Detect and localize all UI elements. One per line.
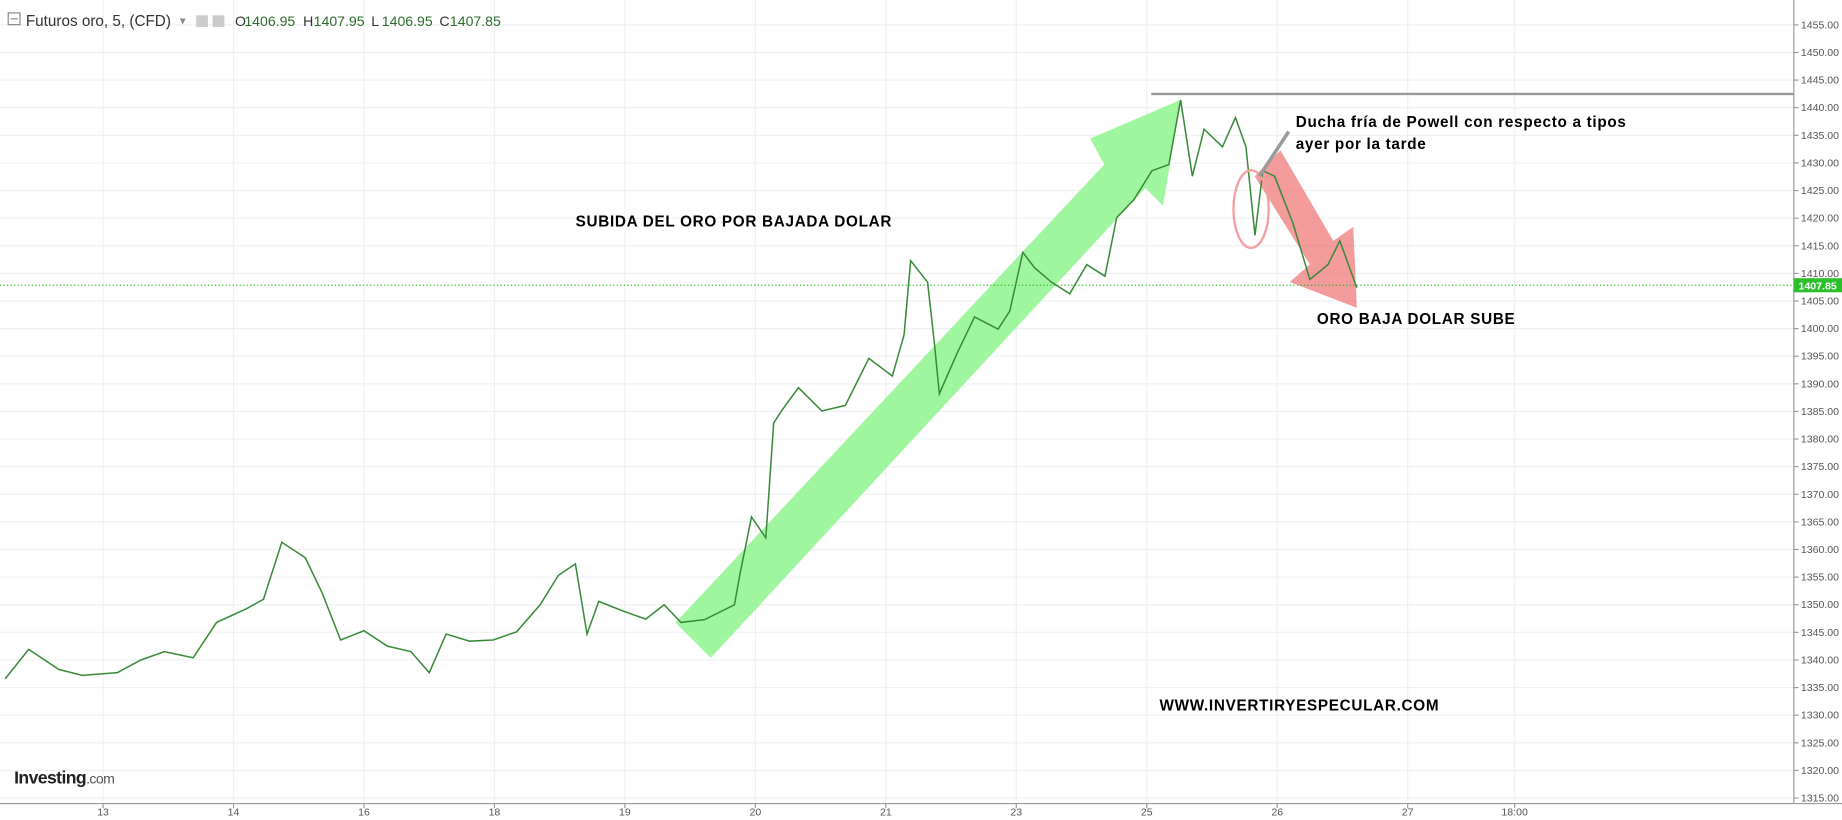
collapse-button[interactable]: [7, 12, 21, 26]
chart-title: Futuros oro, 5, (CFD): [26, 13, 171, 30]
y-tick-label: 1355.00: [1801, 572, 1839, 584]
y-tick-label: 1360.00: [1801, 544, 1839, 556]
dropdown-caret[interactable]: ▾: [180, 15, 186, 28]
x-tick-label: 18:00: [1501, 806, 1528, 818]
grid: [0, 0, 1794, 804]
brand-suffix: .com: [86, 771, 114, 787]
x-tick-label: 18: [489, 806, 501, 818]
annotation: ayer por la tarde: [1296, 136, 1427, 153]
y-tick-label: 1455.00: [1801, 19, 1839, 31]
ohlc-value: 1406.95: [382, 13, 433, 29]
y-tick-label: 1435.00: [1801, 130, 1839, 142]
y-tick-label: 1365.00: [1801, 516, 1839, 528]
last-price-label: 1407.85: [1799, 280, 1837, 292]
y-tick-label: 1450.00: [1801, 47, 1839, 59]
pointer-line: [1257, 130, 1291, 178]
last-price-box: [1793, 278, 1842, 293]
x-tick-label: 21: [880, 806, 892, 818]
y-tick-label: 1375.00: [1801, 461, 1839, 473]
annotation: ORO BAJA DOLAR SUBE: [1317, 311, 1516, 328]
x-tick-label: 19: [619, 806, 631, 818]
x-tick-label: 25: [1141, 806, 1153, 818]
y-tick-label: 1390.00: [1801, 378, 1839, 390]
x-tick-label: 23: [1010, 806, 1022, 818]
x-tick-label: 16: [358, 806, 370, 818]
x-tick-label: 27: [1402, 806, 1414, 818]
ohlc-value: 1407.95: [314, 13, 365, 29]
y-tick-label: 1330.00: [1801, 710, 1839, 722]
y-tick-label: 1415.00: [1801, 240, 1839, 252]
ohlc-key: H: [303, 13, 313, 29]
y-tick-label: 1425.00: [1801, 185, 1839, 197]
annotation: SUBIDA DEL ORO POR BAJADA DOLAR: [576, 214, 892, 231]
brand: Investing.com: [14, 768, 114, 788]
y-tick-label: 1325.00: [1801, 737, 1839, 749]
y-tick-label: 1340.00: [1801, 654, 1839, 666]
settings-icon[interactable]: [196, 15, 208, 28]
price-line: [4, 99, 1358, 680]
y-tick-label: 1370.00: [1801, 489, 1839, 501]
x-tick-label: 13: [97, 806, 109, 818]
ohlc-key: C: [439, 13, 449, 29]
y-tick-label: 1430.00: [1801, 157, 1839, 169]
y-tick-label: 1380.00: [1801, 434, 1839, 446]
y-tick-label: 1395.00: [1801, 351, 1839, 363]
brand-name: Investing: [14, 768, 86, 788]
visibility-icon[interactable]: [212, 15, 225, 28]
y-tick-label: 1445.00: [1801, 75, 1839, 87]
up-arrow: [675, 99, 1181, 658]
plot: [0, 92, 1794, 680]
y-tick-label: 1440.00: [1801, 102, 1839, 114]
y-tick-label: 1315.00: [1801, 793, 1839, 805]
y-tick-label: 1335.00: [1801, 682, 1839, 694]
ohlc-key: O: [235, 13, 246, 29]
y-tick-label: 1410.00: [1801, 268, 1839, 280]
y-tick-label: 1320.00: [1801, 765, 1839, 777]
highlight-ellipse: [1232, 169, 1270, 250]
x-tick-label: 20: [749, 806, 761, 818]
ohlc-value: 1407.85: [450, 13, 501, 29]
x-tick-label: 14: [228, 806, 240, 818]
annotation: Ducha fría de Powell con respecto a tipo…: [1296, 114, 1627, 131]
ohlc-key: L: [371, 13, 379, 29]
y-tick-label: 1405.00: [1801, 296, 1839, 308]
y-tick-label: 1345.00: [1801, 627, 1839, 639]
y-tick-label: 1350.00: [1801, 599, 1839, 611]
annotation: WWW.INVERTIRYESPECULAR.COM: [1159, 698, 1439, 715]
y-tick-label: 1420.00: [1801, 213, 1839, 225]
ohlc-value: 1406.95: [244, 13, 295, 29]
y-tick-label: 1400.00: [1801, 323, 1839, 335]
y-tick-label: 1385.00: [1801, 406, 1839, 418]
x-tick-label: 26: [1271, 806, 1283, 818]
